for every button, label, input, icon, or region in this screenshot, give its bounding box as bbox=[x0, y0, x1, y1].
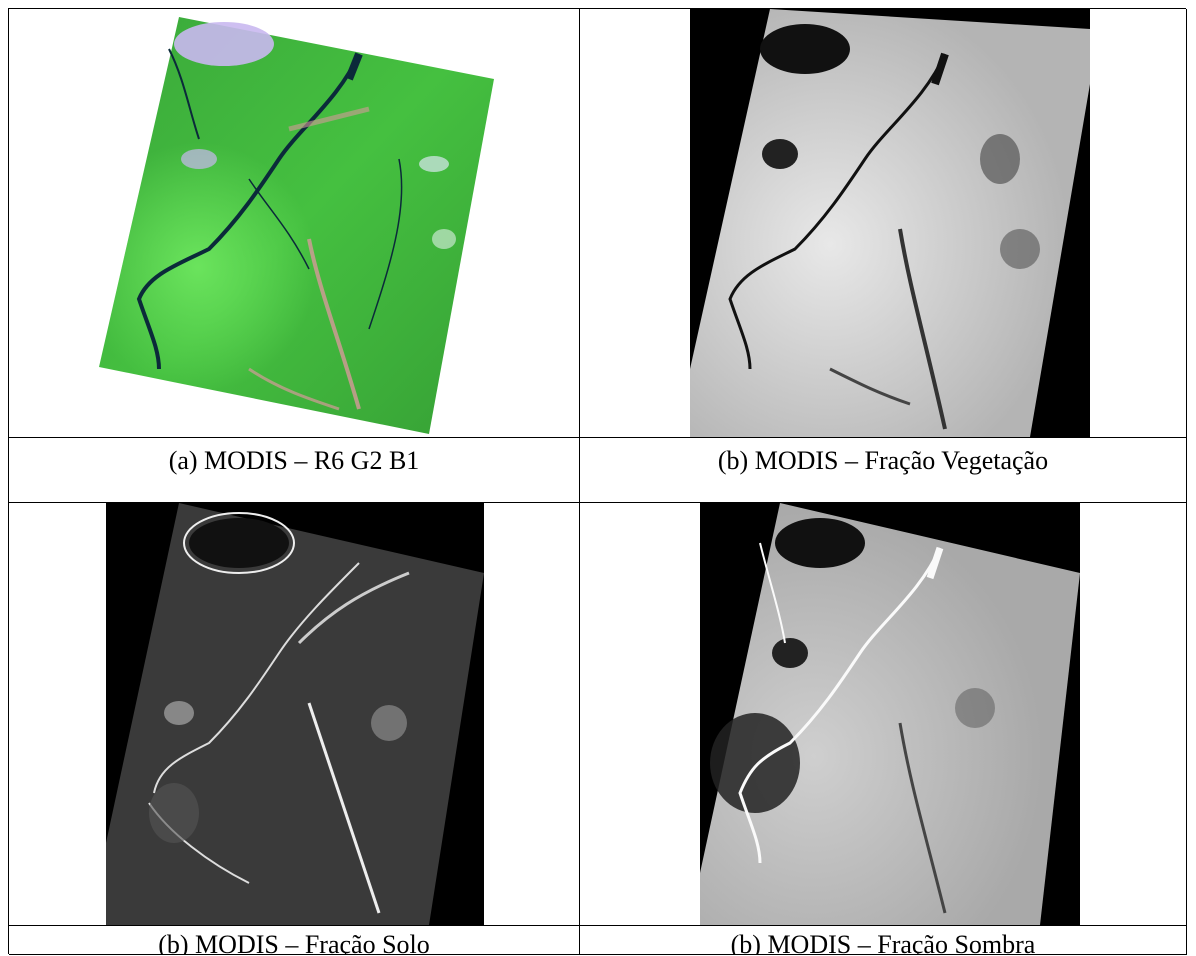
panel-vegetation-caption: (b) MODIS – Fração Vegetação bbox=[717, 446, 1049, 475]
panel-shadow-image-cell bbox=[580, 503, 1187, 926]
panel-rgb-image-cell bbox=[9, 9, 580, 438]
panel-vegetation-caption-cell: (b) MODIS – Fração Vegetação bbox=[580, 438, 1187, 503]
panel-shadow-caption-cell: (b) MODIS – Fração Sombra bbox=[580, 926, 1187, 955]
modis-rgb-image bbox=[99, 17, 494, 434]
panel-soil-caption-cell: (b) MODIS – Fração Solo bbox=[9, 926, 580, 955]
modis-soil-fraction-image bbox=[106, 503, 484, 925]
modis-vegetation-fraction-image bbox=[690, 9, 1090, 437]
panel-rgb-caption: (a) MODIS – R6 G2 B1 bbox=[168, 446, 420, 475]
panel-soil-caption: (b) MODIS – Fração Solo bbox=[158, 930, 430, 955]
modis-shadow-fraction-image bbox=[700, 503, 1080, 925]
panel-shadow-caption: (b) MODIS – Fração Sombra bbox=[730, 930, 1036, 955]
figure-table: (a) MODIS – R6 G2 B1 (b) MODIS – Fração … bbox=[8, 8, 1187, 955]
panel-soil-image-cell bbox=[9, 503, 580, 926]
panel-vegetation-image-cell bbox=[580, 9, 1187, 438]
panel-rgb-caption-cell: (a) MODIS – R6 G2 B1 bbox=[9, 438, 580, 503]
